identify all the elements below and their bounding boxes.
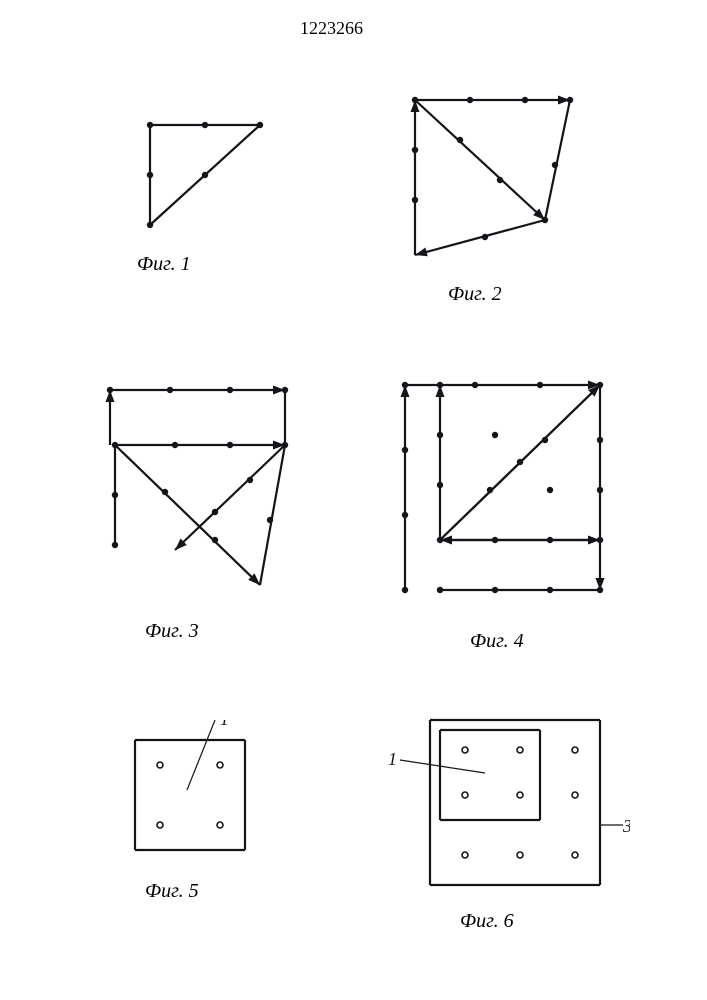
fig6-callout-label: 1: [388, 749, 397, 769]
fig4-dot: [547, 537, 553, 543]
fig2-dot: [552, 162, 558, 168]
fig2-dot: [522, 97, 528, 103]
fig4-dot: [597, 437, 603, 443]
fig1-dot: [147, 222, 153, 228]
fig1-label: Фиг. 1: [137, 253, 191, 276]
fig5-open-dot: [157, 762, 163, 768]
fig4-dot: [402, 587, 408, 593]
fig6-callout-label: 3: [622, 816, 630, 836]
fig2-dot: [412, 97, 418, 103]
fig2-dot: [412, 197, 418, 203]
fig4-dot: [437, 537, 443, 543]
fig3-dot: [162, 489, 168, 495]
fig2-dot: [467, 97, 473, 103]
fig1-dot: [147, 172, 153, 178]
fig1-dot: [202, 172, 208, 178]
fig4-dot: [402, 512, 408, 518]
fig2-arrowhead: [415, 248, 428, 257]
fig4-dot: [402, 382, 408, 388]
fig2-dot: [542, 217, 548, 223]
fig3-dot: [247, 477, 253, 483]
fig2-segment: [415, 220, 545, 255]
fig2-dot: [482, 234, 488, 240]
fig5: 1: [115, 720, 285, 880]
fig4-dot: [542, 437, 548, 443]
fig5-open-dot: [217, 822, 223, 828]
fig1: [105, 95, 295, 245]
fig6-open-dot: [572, 747, 578, 753]
fig3-dot: [267, 517, 273, 523]
fig3-dot: [212, 537, 218, 543]
fig3-label: Фиг. 3: [145, 620, 199, 643]
fig3-dot: [227, 442, 233, 448]
fig4: [375, 365, 635, 625]
fig1-dot: [147, 122, 153, 128]
fig6-callout-line: [400, 760, 485, 773]
fig2-dot: [567, 97, 573, 103]
fig4-dot: [472, 382, 478, 388]
fig3-dot: [282, 442, 288, 448]
fig6-open-dot: [517, 792, 523, 798]
fig2-label: Фиг. 2: [448, 283, 502, 306]
fig4-dot: [517, 459, 523, 465]
fig4-dot: [492, 537, 498, 543]
fig3-dot: [107, 387, 113, 393]
fig1-dot: [257, 122, 263, 128]
fig4-dot: [547, 487, 553, 493]
fig3-dot: [282, 387, 288, 393]
fig3-dot: [172, 442, 178, 448]
fig3-segment: [115, 445, 260, 585]
fig6-open-dot: [572, 792, 578, 798]
fig4-dot: [437, 432, 443, 438]
fig4-dot: [492, 587, 498, 593]
fig5-open-dot: [157, 822, 163, 828]
fig4-dot: [492, 432, 498, 438]
fig4-dot: [537, 382, 543, 388]
fig2: [375, 80, 605, 280]
fig2-dot: [457, 137, 463, 143]
fig6: 13: [380, 695, 630, 910]
fig4-dot: [437, 382, 443, 388]
fig4-dot: [547, 587, 553, 593]
fig5-callout-label: 1: [220, 720, 229, 729]
fig4-dot: [597, 487, 603, 493]
fig2-dot: [412, 147, 418, 153]
fig5-callout-line: [187, 720, 215, 790]
fig3-dot: [227, 387, 233, 393]
fig4-dot: [402, 447, 408, 453]
fig3-dot: [167, 387, 173, 393]
fig6-open-dot: [517, 852, 523, 858]
fig6-open-dot: [517, 747, 523, 753]
fig4-dot: [597, 537, 603, 543]
fig3-dot: [112, 492, 118, 498]
fig6-open-dot: [462, 792, 468, 798]
fig4-dot: [597, 587, 603, 593]
fig2-segment: [415, 100, 545, 220]
fig4-label: Фиг. 4: [470, 630, 524, 653]
fig2-dot: [497, 177, 503, 183]
fig3-dot: [112, 542, 118, 548]
fig5-label: Фиг. 5: [145, 880, 199, 903]
fig4-dot: [437, 482, 443, 488]
fig3-dot: [212, 509, 218, 515]
fig6-open-dot: [462, 852, 468, 858]
fig4-dot: [597, 382, 603, 388]
fig3-dot: [112, 442, 118, 448]
fig6-label: Фиг. 6: [460, 910, 514, 933]
fig6-open-dot: [572, 852, 578, 858]
fig2-segment: [545, 100, 570, 220]
fig6-open-dot: [462, 747, 468, 753]
fig5-open-dot: [217, 762, 223, 768]
fig1-dot: [202, 122, 208, 128]
page-number: 1223266: [300, 18, 363, 39]
fig4-dot: [437, 587, 443, 593]
fig3: [80, 370, 330, 615]
fig4-dot: [487, 487, 493, 493]
